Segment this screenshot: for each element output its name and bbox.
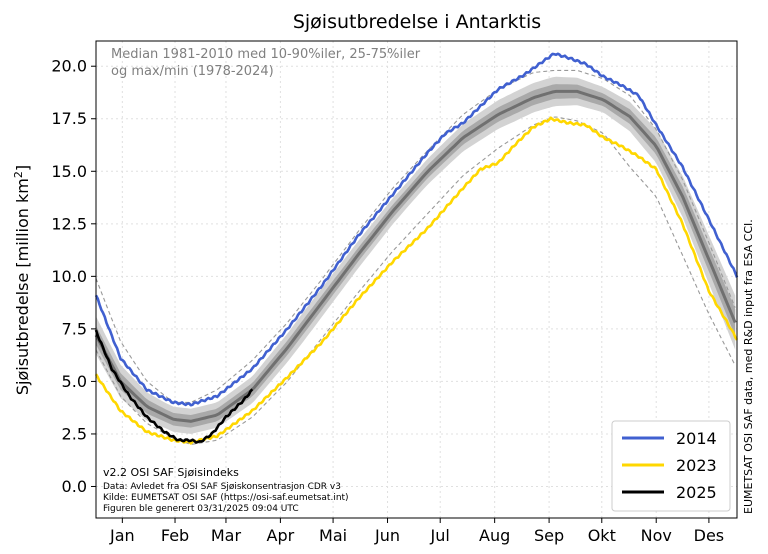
median-line — [94, 89, 737, 423]
plot-frame — [95, 40, 738, 519]
annotation-data-source: Data: Avledet fra OSI SAF Sjøiskonsentra… — [103, 482, 341, 492]
series-line-2025 — [94, 329, 254, 444]
gridlines — [96, 41, 737, 518]
x-tick-label-nov: Nov — [641, 526, 672, 545]
x-tick-label-mar: Mar — [211, 526, 242, 545]
x-tick-label-des: Des — [694, 526, 725, 545]
y-tick-label: 2.5 — [62, 424, 87, 443]
x-tick-label-okt: Okt — [588, 526, 616, 545]
y-tick-label: 20.0 — [51, 57, 87, 76]
x-tick-label-apr: Apr — [267, 526, 295, 545]
side-credit-text: EUMETSAT OSI SAF data, med R&D input fra… — [742, 219, 755, 514]
x-tick-label-jun: Jun — [374, 526, 400, 545]
annotation-generated: Figuren ble generert 03/31/2025 09:04 UT… — [103, 504, 299, 514]
annotation-median-line2: og max/min (1978-2024) — [111, 64, 274, 79]
annotation-version: v2.2 OSI SAF Sjøisindeks — [103, 466, 239, 479]
y-tick-label: 5.0 — [62, 372, 87, 391]
x-tick-label-feb: Feb — [161, 526, 189, 545]
x-axis: Jan Feb Mar Apr Mai Jun Jul Aug Sep Okt Nov Des — [109, 518, 724, 545]
legend-label-2014: 2014 — [676, 429, 717, 448]
y-tick-label: 10.0 — [51, 267, 87, 286]
y-tick-label: 17.5 — [51, 109, 87, 128]
x-tick-label-mai: Mai — [319, 526, 347, 545]
y-axis-label: Sjøisutbredelse [million km2] — [12, 165, 32, 395]
series-line-2014 — [94, 52, 739, 407]
y-axis: 0.0 2.5 5.0 7.5 10.0 12.5 15.0 17.5 20.0 — [51, 57, 96, 496]
median-line-group — [94, 89, 737, 423]
extreme-line-max — [95, 69, 736, 403]
extreme-line-min — [95, 116, 736, 446]
annotation-source-url: Kilde: EUMETSAT OSI SAF (https://osi-saf… — [103, 493, 349, 503]
legend-box — [611, 420, 731, 512]
x-tick-label-jan: Jan — [109, 526, 135, 545]
legend-label-2025: 2025 — [676, 483, 717, 502]
y-tick-label: 0.0 — [62, 477, 87, 496]
chart-title: Sjøisutbredelse i Antarktis — [293, 11, 541, 33]
y-tick-label: 7.5 — [62, 319, 87, 338]
annotation-median-line1: Median 1981-2010 med 10-90%iler, 25-75%i… — [111, 47, 421, 62]
extreme-lines — [95, 69, 736, 446]
x-tick-label-sep: Sep — [534, 526, 564, 545]
series-lines — [94, 52, 739, 445]
x-tick-label-jul: Jul — [430, 526, 450, 545]
y-tick-label: 15.0 — [51, 162, 87, 181]
x-tick-label-aug: Aug — [479, 526, 510, 545]
y-tick-label: 12.5 — [51, 214, 87, 233]
legend-label-2023: 2023 — [676, 456, 717, 475]
legend: 2014 2023 2025 — [611, 420, 731, 512]
